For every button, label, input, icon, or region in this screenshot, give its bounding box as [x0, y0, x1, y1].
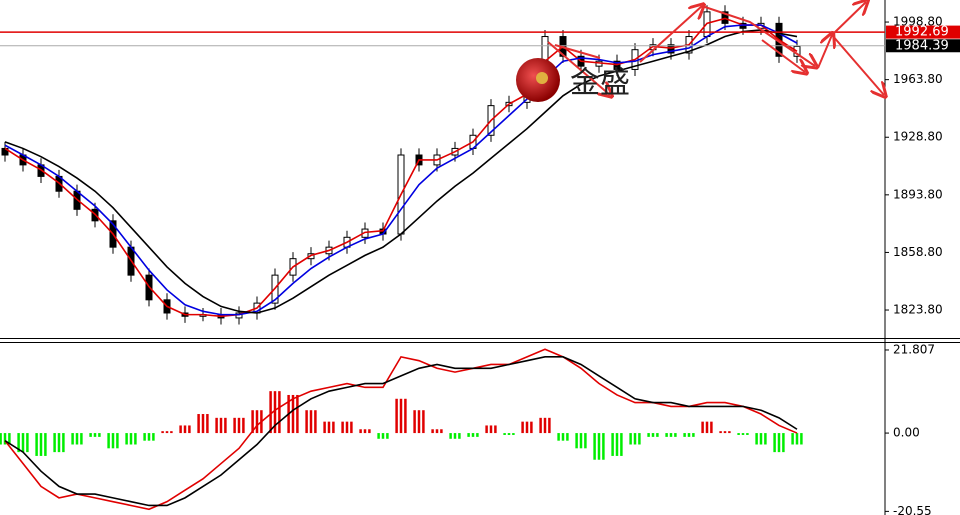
y-tick-label: 1963.80 — [893, 72, 943, 86]
logo-dot — [536, 72, 548, 84]
arrow — [701, 5, 815, 66]
arrow — [817, 35, 832, 69]
arrow — [831, 34, 884, 95]
y-tick-label: 0.00 — [893, 426, 920, 440]
price-label: 1984.39 — [895, 38, 949, 53]
macd-panel: 21.807 0.00 -20.55 — [0, 342, 935, 515]
ma-line — [4, 17, 798, 318]
y-tick-label: 1998.80 — [893, 15, 943, 29]
y-tick-label: 1858.80 — [893, 245, 943, 259]
arrow — [639, 6, 702, 63]
logo-text: 金盛 — [570, 66, 630, 101]
ma-line — [4, 24, 798, 316]
y-tick-label: 1928.80 — [893, 130, 943, 144]
y-tick-label: -20.55 — [893, 504, 932, 515]
y-tick-label: 21.807 — [893, 342, 935, 356]
arrow — [554, 44, 601, 59]
trend-arrows — [547, 2, 884, 95]
y-tick-label: 1823.80 — [893, 303, 943, 317]
ma-line — [4, 348, 798, 511]
arrow — [547, 41, 610, 95]
price-label: 1992.69 — [895, 25, 949, 40]
ma-line — [4, 356, 798, 507]
price-label-box — [886, 39, 960, 53]
candle-body — [667, 44, 675, 54]
logo: 金盛 — [516, 58, 630, 102]
y-tick-label: 1893.80 — [893, 187, 943, 201]
price-label-box — [886, 25, 960, 39]
arrow — [761, 39, 805, 72]
ma-line — [4, 29, 798, 314]
arrow — [831, 2, 866, 36]
candle-body — [613, 60, 621, 70]
